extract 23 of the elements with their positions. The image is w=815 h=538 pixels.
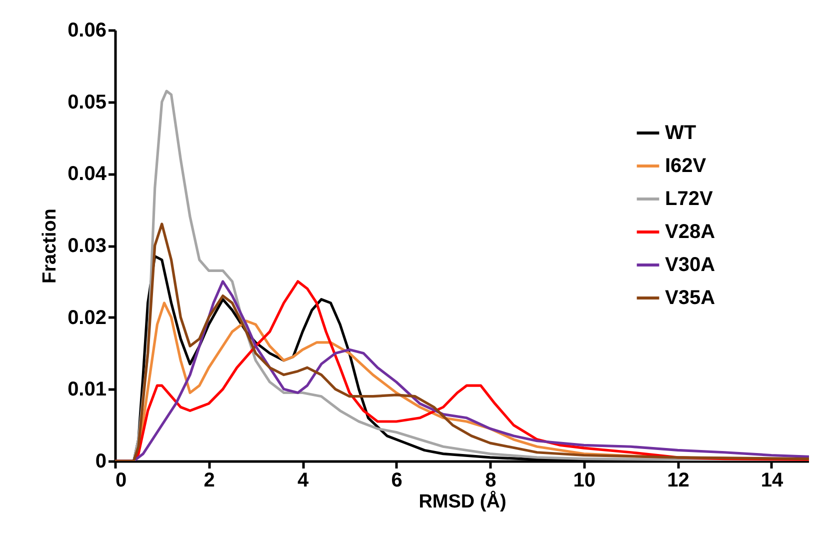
x-tick-label: 4 — [298, 470, 310, 492]
legend-label: V30A — [665, 254, 716, 276]
x-tick-label: 14 — [760, 470, 784, 492]
x-tick-label: 0 — [116, 470, 127, 492]
y-tick-label: 0.02 — [68, 306, 106, 329]
x-tick-label: 6 — [391, 470, 402, 492]
y-axis-title: Fraction — [40, 208, 61, 284]
legend-label: I62V — [665, 155, 707, 177]
legend-label: V35A — [665, 287, 716, 309]
y-tick-label: 0.01 — [68, 378, 106, 401]
x-tick-label: 12 — [667, 470, 690, 492]
legend-label: WT — [665, 122, 696, 144]
y-tick-label: 0 — [95, 450, 106, 472]
x-tick-label: 10 — [573, 470, 596, 492]
x-tick-label: 8 — [485, 470, 496, 492]
y-tick-label: 0.04 — [68, 163, 108, 186]
x-tick-label: 2 — [204, 470, 215, 492]
legend-label: L72V — [665, 188, 714, 210]
y-tick-label: 0.06 — [68, 20, 106, 42]
y-tick-label: 0.05 — [68, 91, 106, 114]
legend-label: V28A — [665, 221, 716, 243]
x-axis-title: RMSD (Å) — [418, 490, 506, 512]
y-tick-label: 0.03 — [68, 235, 106, 257]
